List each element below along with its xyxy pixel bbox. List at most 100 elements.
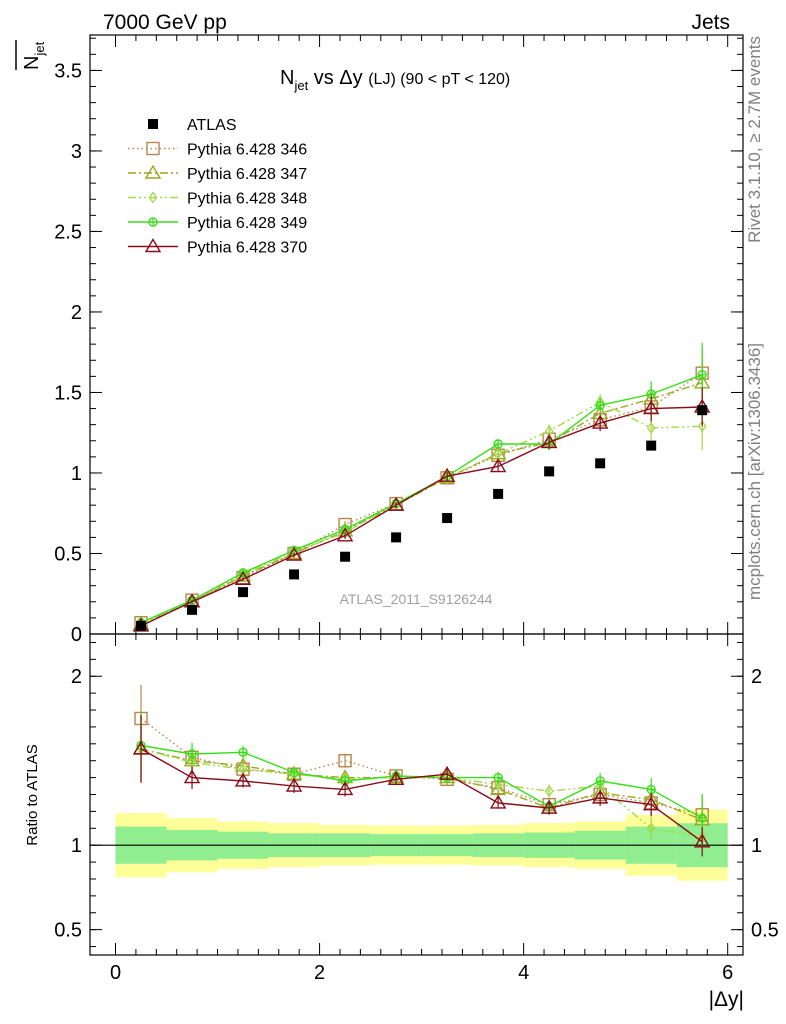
- main-point: [234, 570, 252, 585]
- main-ytick-label: 2: [71, 302, 82, 324]
- ratio-point: [646, 784, 656, 795]
- legend-marker: [146, 141, 160, 156]
- ratio-xlabel: |Δy|: [709, 988, 744, 1011]
- side-label-top: Rivet 3.1.10, ≥ 2.7M events: [745, 36, 764, 243]
- main-point: [438, 467, 456, 482]
- main-point: [540, 433, 558, 449]
- main-line-pythia-6-428-347: [140, 382, 703, 625]
- main-point: [336, 527, 354, 542]
- ratio-point: [493, 778, 503, 791]
- ratio-series-group: [132, 684, 711, 857]
- ratio-line-pythia-6-428-349: [140, 744, 703, 819]
- ratio-point: [591, 789, 609, 804]
- ratio-ytick-label: 1: [71, 835, 82, 857]
- main-panel: 0 0.5 1 1.5 2 2.5 3 3.5: [54, 34, 744, 646]
- ratio-point: [493, 772, 503, 783]
- side-label-bottom: mcplots.cern.ch [arXiv:1306.3436]: [745, 343, 764, 600]
- ratio-ytick-label-right: 0.5: [751, 920, 779, 942]
- main-point: [187, 604, 198, 615]
- legend-label: Pythia 6.428 370: [187, 240, 307, 257]
- ratio-point: [693, 833, 711, 848]
- ratio-point: [595, 776, 605, 786]
- ratio-series-pythia-6-428-346: [134, 684, 709, 834]
- legend-label: Pythia 6.428 348: [187, 191, 307, 208]
- main-point: [493, 488, 504, 499]
- main-title: Njet vs Δy (LJ) (90 < pT < 120): [280, 67, 510, 93]
- ratio-point: [646, 822, 656, 835]
- main-point: [591, 414, 609, 429]
- ratio-ytick-label-right: 1: [751, 835, 762, 857]
- main-point: [136, 620, 147, 631]
- main-point: [391, 532, 402, 543]
- main-ytick-label: 0.5: [54, 543, 82, 565]
- ratio-xtick-label: 2: [314, 962, 325, 984]
- main-point: [238, 587, 249, 598]
- ratio-xtick-label: 6: [722, 962, 733, 984]
- legend-entry-pythia-6-428-347: Pythia 6.428 347: [128, 164, 307, 183]
- main-series-pythia-6-428-349: [136, 342, 707, 628]
- main-ytick-label: 3.5: [54, 60, 82, 82]
- ratio-point: [387, 770, 405, 785]
- legend-marker: [148, 119, 158, 129]
- ratio-line-pythia-6-428-347: [140, 748, 703, 821]
- legend-marker: [144, 238, 162, 253]
- analysis-watermark: ATLAS_2011_S9126244: [340, 591, 493, 607]
- main-ylabel-n: N: [21, 56, 43, 70]
- ratio-xtick-label: 0: [110, 962, 121, 984]
- legend-entry-atlas: ATLAS: [148, 117, 237, 134]
- main-point: [289, 569, 300, 580]
- main-series-group: [132, 342, 711, 632]
- ratio-xtick-label: 4: [518, 962, 529, 984]
- ratio-point: [336, 781, 354, 796]
- main-point: [697, 370, 707, 380]
- legend-label: Pythia 6.428 349: [187, 215, 307, 232]
- main-ytick-label: 0: [71, 624, 82, 646]
- main-point: [646, 421, 656, 435]
- legend-marker: [148, 191, 158, 204]
- legend-entry-pythia-6-428-370: Pythia 6.428 370: [128, 238, 307, 257]
- ratio-ytick-label: 2: [71, 666, 82, 688]
- main-line-pythia-6-428-370: [140, 406, 703, 627]
- ratio-point: [697, 813, 707, 823]
- ratio-point: [540, 799, 558, 814]
- ratio-point: [338, 754, 352, 768]
- ratio-ytick-label: 0.5: [54, 920, 82, 942]
- ratio-ytick-label-right: 2: [751, 666, 762, 688]
- ratio-line-pythia-6-428-346: [140, 717, 703, 816]
- ratio-line-pythia-6-428-370: [140, 748, 703, 843]
- legend-entry-pythia-6-428-349: Pythia 6.428 349: [128, 215, 307, 232]
- main-point: [595, 458, 606, 469]
- main-point: [285, 546, 303, 561]
- main-ylabel-sub: jet: [32, 41, 47, 56]
- ratio-point: [489, 781, 507, 796]
- ratio-point: [187, 749, 197, 759]
- energy-label: 7000 GeV pp: [103, 11, 227, 34]
- main-title-rest: vs Δy: [308, 67, 368, 89]
- ratio-point: [438, 765, 456, 780]
- ratio-series-pythia-6-428-370: [132, 715, 711, 857]
- ratio-point: [489, 794, 507, 809]
- ratio-ylabel: Ratio to ATLAS: [24, 744, 41, 845]
- legend-label: Pythia 6.428 346: [187, 142, 307, 159]
- ratio-point: [285, 777, 303, 792]
- legend-entry-pythia-6-428-348: Pythia 6.428 348: [128, 191, 307, 208]
- ratio-point: [234, 772, 252, 787]
- main-ytick-label: 3: [71, 141, 82, 163]
- main-point: [489, 458, 507, 473]
- ratio-point: [183, 769, 201, 784]
- main-point: [544, 466, 555, 477]
- main-point: [340, 551, 351, 562]
- main-point: [646, 440, 657, 451]
- main-point: [642, 400, 660, 415]
- legend-entry-pythia-6-428-346: Pythia 6.428 346: [128, 142, 307, 159]
- process-label: Jets: [691, 11, 730, 34]
- main-point: [697, 420, 707, 433]
- main-series-atlas: [136, 405, 708, 631]
- main-point: [442, 513, 453, 524]
- main-point: [697, 405, 708, 416]
- main-ylabel-text: Njet: [21, 41, 47, 70]
- ratio-point: [132, 740, 150, 755]
- ratio-point: [544, 784, 554, 798]
- legend-marker: [144, 164, 162, 179]
